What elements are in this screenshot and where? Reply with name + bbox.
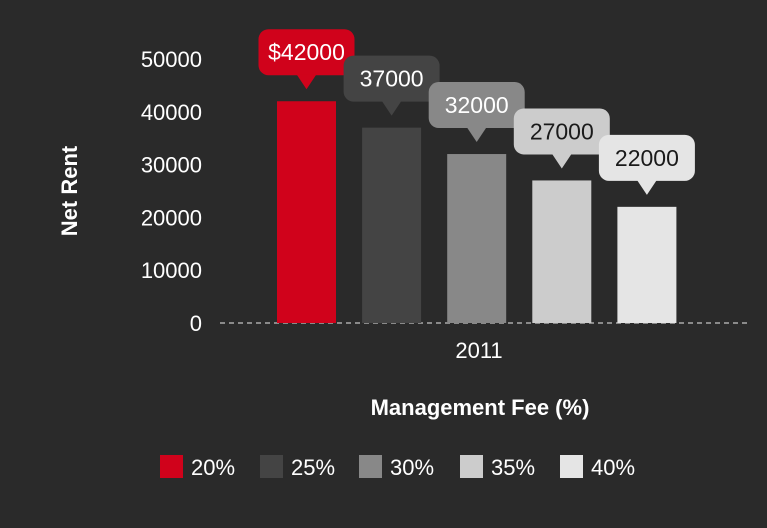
data-label-callouts: $42000 37000 32000 27000 22000 xyxy=(258,29,695,195)
data-label-text: 37000 xyxy=(360,66,424,92)
data-label: 37000 xyxy=(343,55,440,116)
data-label-bubble xyxy=(258,29,355,76)
legend-swatch xyxy=(359,455,382,478)
legend-item: 35% xyxy=(460,455,535,480)
data-label-text: $42000 xyxy=(268,39,345,65)
data-label: 22000 xyxy=(598,134,695,195)
bar xyxy=(277,101,336,324)
y-tick-label: 20000 xyxy=(141,205,202,230)
y-tick-label: 30000 xyxy=(141,153,202,178)
legend-label: 30% xyxy=(390,455,434,480)
y-tick-label: 10000 xyxy=(141,258,202,283)
legend-swatch xyxy=(160,455,183,478)
y-tick-label: 40000 xyxy=(141,100,202,125)
y-axis-ticks: 0 10000 20000 30000 40000 50000 xyxy=(141,47,202,336)
y-axis-title: Net Rent xyxy=(57,145,82,236)
data-label: 32000 xyxy=(428,82,525,143)
bar xyxy=(447,154,507,323)
bar-series xyxy=(277,101,677,324)
y-tick-label: 50000 xyxy=(141,47,202,72)
data-label-bubble xyxy=(343,55,440,102)
bar xyxy=(362,127,422,323)
data-label-pointer xyxy=(466,127,487,143)
legend: 20% 25% 30% 35% 40% xyxy=(160,455,635,480)
data-label-bubble xyxy=(513,108,610,155)
legend-label: 20% xyxy=(191,455,235,480)
data-label-text: 27000 xyxy=(530,118,594,144)
data-label-bubble xyxy=(428,82,525,129)
data-label-text: 32000 xyxy=(445,92,509,118)
data-label: 27000 xyxy=(513,108,610,169)
legend-item: 30% xyxy=(359,455,434,480)
data-label-bubble xyxy=(598,134,695,181)
y-tick-label: 0 xyxy=(190,311,202,336)
bar xyxy=(532,180,592,323)
legend-item: 25% xyxy=(260,455,335,480)
data-label-pointer xyxy=(381,100,402,116)
legend-label: 40% xyxy=(591,455,635,480)
data-label-text: 22000 xyxy=(615,145,679,171)
legend-swatch xyxy=(460,455,483,478)
legend-label: 35% xyxy=(491,455,535,480)
x-axis-title: Management Fee (%) xyxy=(371,395,590,420)
legend-item: 40% xyxy=(560,455,635,480)
data-label-pointer xyxy=(296,74,317,90)
data-label: $42000 xyxy=(258,29,355,90)
legend-swatch xyxy=(560,455,583,478)
data-label-pointer xyxy=(636,179,657,195)
x-tick-label: 2011 xyxy=(455,338,502,363)
legend-swatch xyxy=(260,455,283,478)
legend-item: 20% xyxy=(160,455,235,480)
data-label-pointer xyxy=(551,153,572,169)
bar xyxy=(617,206,677,323)
legend-label: 25% xyxy=(291,455,335,480)
